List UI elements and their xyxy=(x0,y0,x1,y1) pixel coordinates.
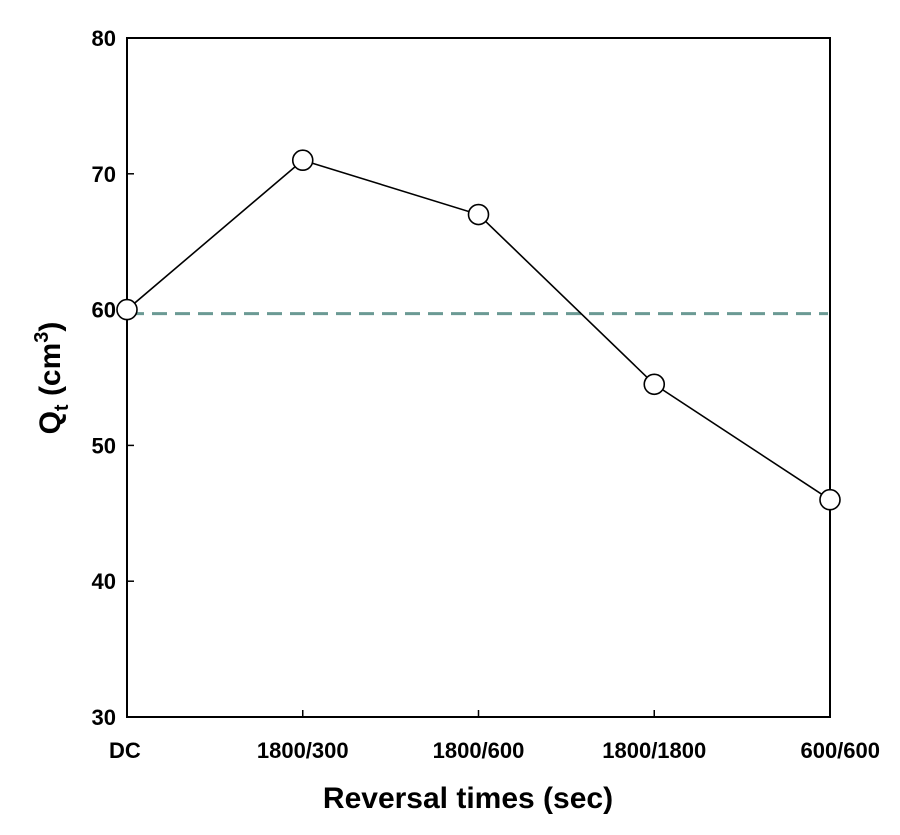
y-tick-label: 60 xyxy=(92,298,116,323)
x-tick-label: 600/600 xyxy=(800,738,880,763)
y-tick-label: 40 xyxy=(92,569,116,594)
y-axis-title-subscript: t xyxy=(51,404,73,411)
series-layer xyxy=(116,149,841,511)
y-axis-title: Qt (cm3) xyxy=(31,322,73,435)
data-point xyxy=(291,149,314,172)
data-point xyxy=(819,488,841,511)
data-point xyxy=(467,203,490,226)
plot-frame xyxy=(126,37,831,718)
y-tick-label: 50 xyxy=(92,433,116,458)
data-point xyxy=(643,373,666,396)
y-axis-title-unit-close: ) xyxy=(34,322,67,332)
x-tick-label: DC xyxy=(109,738,141,763)
x-tick-label: 1800/1800 xyxy=(602,738,706,763)
x-tick-label: 1800/600 xyxy=(433,738,525,763)
x-axis-title: Reversal times (sec) xyxy=(323,782,613,815)
x-axis-ticks: DC 1800/300 1800/600 1800/1800 600/600 xyxy=(109,710,880,763)
x-tick-label: 1800/300 xyxy=(257,738,349,763)
data-point xyxy=(116,298,138,321)
y-tick-label: 30 xyxy=(92,705,116,730)
y-axis-title-unit: (cm xyxy=(34,343,67,405)
y-axis-title-superscript: 3 xyxy=(31,332,53,343)
y-tick-label: 70 xyxy=(92,162,116,187)
y-axis-title-base: Q xyxy=(34,411,67,434)
plot-area-border xyxy=(126,37,831,718)
y-tick-label: 80 xyxy=(92,26,116,51)
